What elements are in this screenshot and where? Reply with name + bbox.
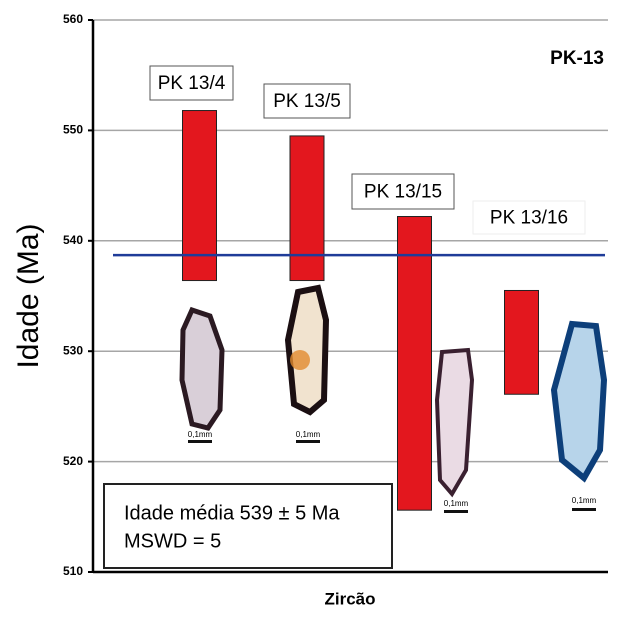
scale-label: 0,1mm <box>444 499 469 508</box>
category-label: PK 13/5 <box>273 91 341 112</box>
bar <box>398 217 432 511</box>
y-tick-label: 560 <box>63 12 83 26</box>
y-tick-label: 530 <box>63 343 83 357</box>
chart: 510 520 530 540 550 560 PK 13/4 0,1mm PK 13/5 0,… <box>0 0 620 615</box>
bar <box>290 136 324 281</box>
category-label: PK 13/16 <box>490 208 568 229</box>
annotation-line: MSWD = 5 <box>124 530 221 552</box>
y-tick-label: 520 <box>63 454 83 468</box>
y-tick-label: 540 <box>63 233 83 247</box>
y-tick-label: 510 <box>63 564 83 578</box>
scale-label: 0,1mm <box>572 496 597 505</box>
bar <box>505 290 539 394</box>
category-label: PK 13/15 <box>364 182 442 203</box>
x-axis-title: Zircão <box>324 589 375 608</box>
scale-label: 0,1mm <box>296 430 321 439</box>
corner-label: PK-13 <box>550 48 604 69</box>
annotation-box <box>104 484 392 568</box>
annotation-line: Idade média 539 ± 5 Ma <box>124 502 340 524</box>
zircon-images <box>182 288 604 513</box>
y-tick-label: 550 <box>63 123 83 137</box>
scale-label: 0,1mm <box>188 430 213 439</box>
y-axis-title: Idade (Ma) <box>12 223 45 368</box>
category-label: PK 13/4 <box>158 73 226 94</box>
